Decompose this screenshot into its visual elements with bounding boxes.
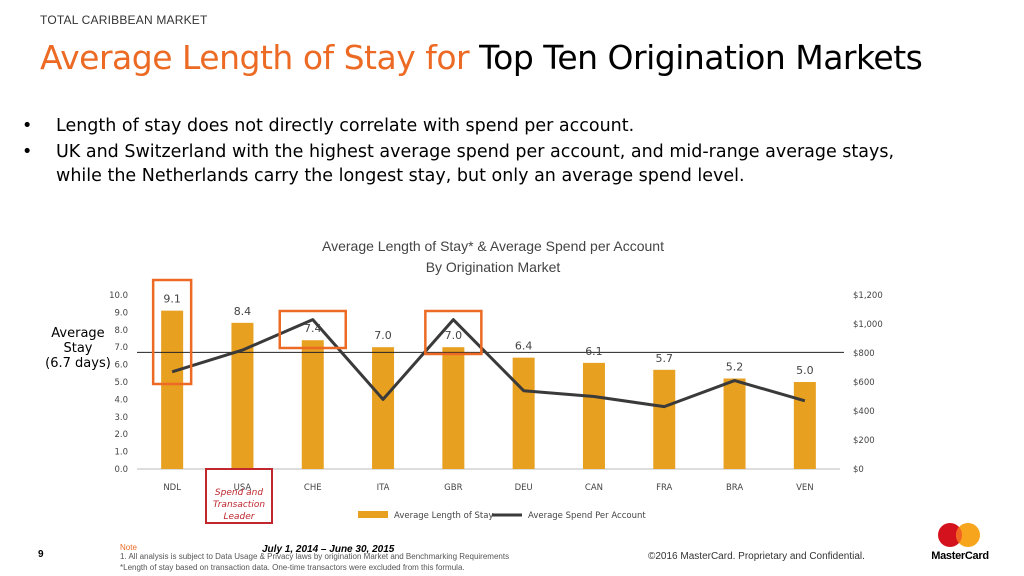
x-tick-label: BRA (726, 483, 743, 493)
y-left-tick-label: 5.0 (114, 378, 128, 388)
y-right-tick-label: $600 (853, 378, 875, 388)
y-right-tick-label: $1,000 (853, 320, 883, 330)
x-tick-label: ITA (377, 483, 390, 493)
bullet-text: UK and Switzerland with the highest aver… (56, 142, 895, 186)
page-number: 9 (38, 549, 44, 560)
leader-label-line2: Transaction (212, 500, 266, 510)
leader-label-line3: Leader (223, 512, 255, 522)
mastercard-logo-text: MasterCard (931, 550, 989, 562)
date-range: July 1, 2014 – June 30, 2015 (262, 544, 395, 555)
x-tick-label: CHE (304, 483, 322, 493)
note-line-2: *Length of stay based on transaction dat… (120, 563, 465, 572)
bar-gbr (442, 347, 465, 469)
chart-title: Average Length of Stay* & Average Spend … (322, 238, 664, 254)
bullet-text: Length of stay does not directly correla… (56, 116, 635, 136)
y-left-tick-label: 1.0 (114, 448, 128, 458)
average-stay-line2: Stay (63, 341, 93, 356)
page-title: Average Length of Stay for Top Ten Origi… (40, 38, 923, 77)
x-tick-label: DEU (515, 483, 533, 493)
chart-subtitle: By Origination Market (425, 259, 561, 275)
bar-usa (231, 322, 254, 469)
bar-can (582, 362, 605, 469)
mastercard-logo-icon (938, 523, 980, 547)
copyright: ©2016 MasterCard. Proprietary and Confid… (648, 551, 865, 562)
highlight-box-che (278, 309, 347, 350)
bullet-item: • Length of stay does not directly corre… (22, 114, 902, 138)
bar-data-label: 6.1 (585, 345, 603, 358)
y-left-tick-label: 8.0 (114, 326, 128, 336)
bar-data-label: 5.0 (796, 364, 814, 377)
x-tick-label: FRA (656, 483, 672, 493)
bar-data-label: 5.2 (726, 361, 744, 374)
bar-che (301, 340, 324, 469)
average-stay-label: Average Stay (6.7 days) (44, 326, 112, 371)
bar-ita (372, 347, 395, 469)
bar-data-label: 7.0 (374, 329, 392, 342)
bar-ven (793, 382, 816, 469)
highlight-box-ndl (151, 278, 193, 386)
bar-deu (512, 357, 535, 469)
x-tick-label: NDL (163, 483, 181, 493)
bullet-item: • UK and Switzerland with the highest av… (22, 140, 902, 188)
legend-bar-label: Average Length of Stay (394, 511, 494, 521)
x-tick-label: VEN (796, 483, 814, 493)
y-left-tick-label: 6.0 (114, 361, 128, 371)
x-tick-label: USA (234, 483, 252, 493)
page-title-highlight: Average Length of Stay for (40, 38, 470, 77)
y-right-tick-label: $1,200 (853, 291, 883, 301)
section-label: TOTAL CARIBBEAN MARKET (40, 13, 208, 27)
bar-data-label: 5.7 (656, 352, 674, 365)
note-title: Note (120, 543, 137, 552)
leader-label: Spend and Transaction Leader (205, 487, 273, 523)
y-right-tick-label: $800 (853, 349, 875, 359)
y-left-tick-label: 0.0 (114, 465, 128, 475)
bar-ndl (161, 310, 184, 469)
chart-title-block: Average Length of Stay* & Average Spend … (250, 236, 736, 278)
bullet-list: • Length of stay does not directly corre… (22, 114, 902, 190)
bullet-dot: • (22, 142, 33, 162)
legend-bar-swatch (358, 511, 388, 518)
y-left-tick-label: 3.0 (114, 413, 128, 423)
average-stay-line1: Average (51, 326, 105, 341)
y-left-tick-label: 7.0 (114, 343, 128, 353)
average-stay-line3: (6.7 days) (45, 356, 111, 371)
y-left-tick-label: 10.0 (109, 291, 128, 301)
legend-line-label: Average Spend Per Account (528, 511, 646, 521)
bar-data-label: 8.4 (234, 305, 252, 318)
bar-data-label: 9.1 (163, 293, 181, 306)
bar-data-label: 7.0 (445, 329, 463, 342)
page-title-rest: Top Ten Origination Markets (479, 38, 923, 77)
spend-line (171, 318, 806, 409)
leader-highlight-box (205, 468, 273, 524)
bar-data-label: 6.4 (515, 340, 533, 353)
y-right-tick-label: $0 (853, 465, 864, 475)
y-left-tick-label: 2.0 (114, 430, 128, 440)
x-tick-label: GBR (444, 483, 462, 493)
y-right-tick-label: $400 (853, 407, 875, 417)
bar-fra (653, 369, 676, 469)
note-line-1: 1. All analysis is subject to Data Usage… (120, 552, 510, 561)
bullet-dot: • (22, 116, 33, 136)
y-left-tick-label: 9.0 (114, 308, 128, 318)
highlight-box-gbr (424, 309, 483, 356)
leader-label-line1: Spend and (214, 488, 264, 498)
y-right-tick-label: $200 (853, 436, 875, 446)
bar-bra (723, 378, 746, 469)
x-tick-label: CAN (585, 483, 603, 493)
y-left-tick-label: 4.0 (114, 395, 128, 405)
